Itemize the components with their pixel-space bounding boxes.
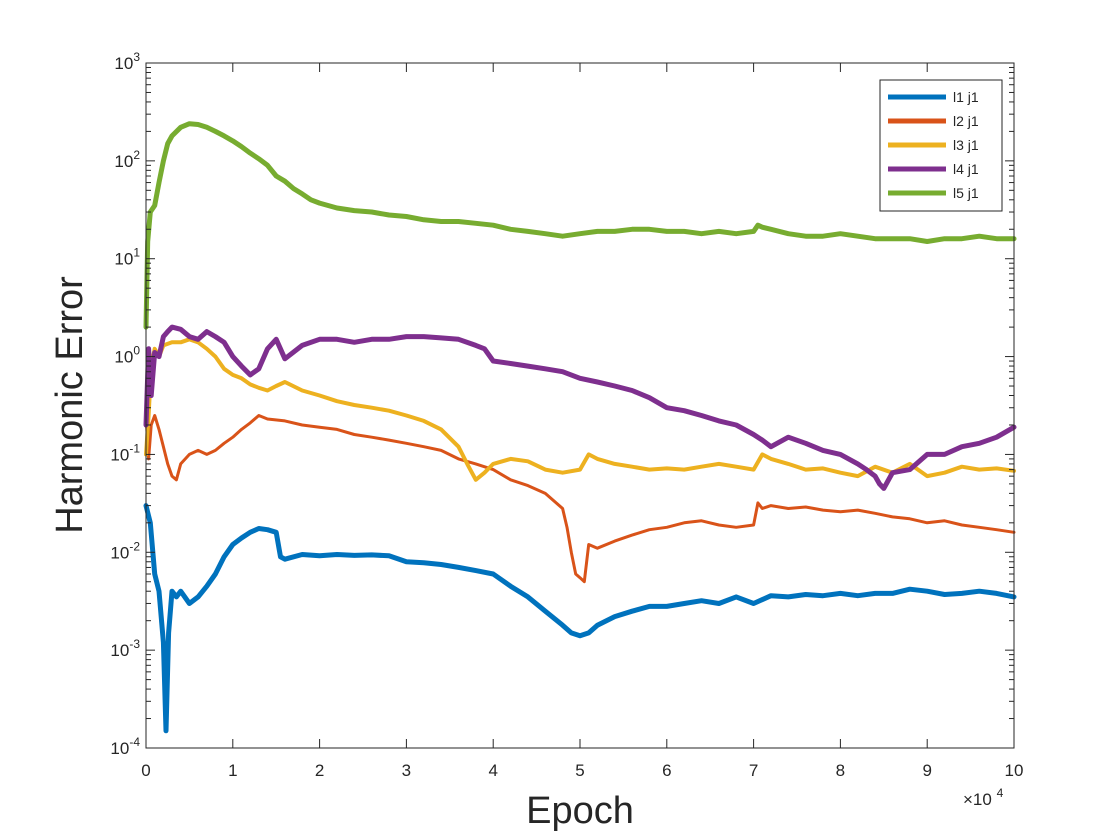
y-tick-label: 10-3 xyxy=(110,637,140,660)
legend-label-4: l4 j1 xyxy=(953,161,979,177)
x-tick-label: 8 xyxy=(836,761,845,780)
x-tick-label: 5 xyxy=(575,761,584,780)
y-tick-label: 100 xyxy=(114,344,140,367)
x-tick-label: 2 xyxy=(315,761,324,780)
y-tick-label: 102 xyxy=(114,148,140,171)
x-tick-label: 1 xyxy=(228,761,237,780)
series-line-5 xyxy=(143,121,1017,330)
x-axis-multiplier-exponent: 4 xyxy=(997,786,1004,800)
series-line-2 xyxy=(144,414,1016,584)
x-tick-label: 9 xyxy=(922,761,931,780)
x-tick-label: 7 xyxy=(749,761,758,780)
x-tick-label: 0 xyxy=(141,761,150,780)
y-tick-label: 10-4 xyxy=(110,735,140,758)
legend: l1 j1 l2 j1 l3 j1 l4 j1 l5 j1 xyxy=(879,79,1003,212)
y-tick-label: 10-2 xyxy=(110,539,140,562)
y-tick-label: 10-1 xyxy=(110,441,140,464)
series-line-3 xyxy=(144,337,1016,482)
legend-label-5: l5 j1 xyxy=(953,185,979,201)
y-tick-label: 101 xyxy=(114,246,140,269)
y-axis-title: Harmonic Error xyxy=(49,276,91,534)
x-tick-label: 10 xyxy=(1005,761,1024,780)
y-tick-label: 103 xyxy=(114,50,140,73)
x-ticks: 0 1 2 3 4 5 6 7 8 9 10 xyxy=(141,63,1023,780)
legend-label-2: l2 j1 xyxy=(953,113,979,129)
x-tick-label: 4 xyxy=(488,761,497,780)
x-axis-multiplier-base: ×10 xyxy=(963,790,992,809)
plot-lines xyxy=(143,121,1017,734)
x-tick-label: 6 xyxy=(662,761,671,780)
legend-label-1: l1 j1 xyxy=(953,89,979,105)
x-axis-multiplier: ×10 4 xyxy=(963,786,1004,809)
y-ticks: 10-4 10-3 10-2 10-1 100 101 102 103 xyxy=(110,50,1014,758)
series-line-4 xyxy=(143,324,1017,491)
x-tick-label: 3 xyxy=(402,761,411,780)
x-axis-title: Epoch xyxy=(526,790,634,832)
series-line-1 xyxy=(143,503,1017,734)
legend-label-3: l3 j1 xyxy=(953,137,979,153)
